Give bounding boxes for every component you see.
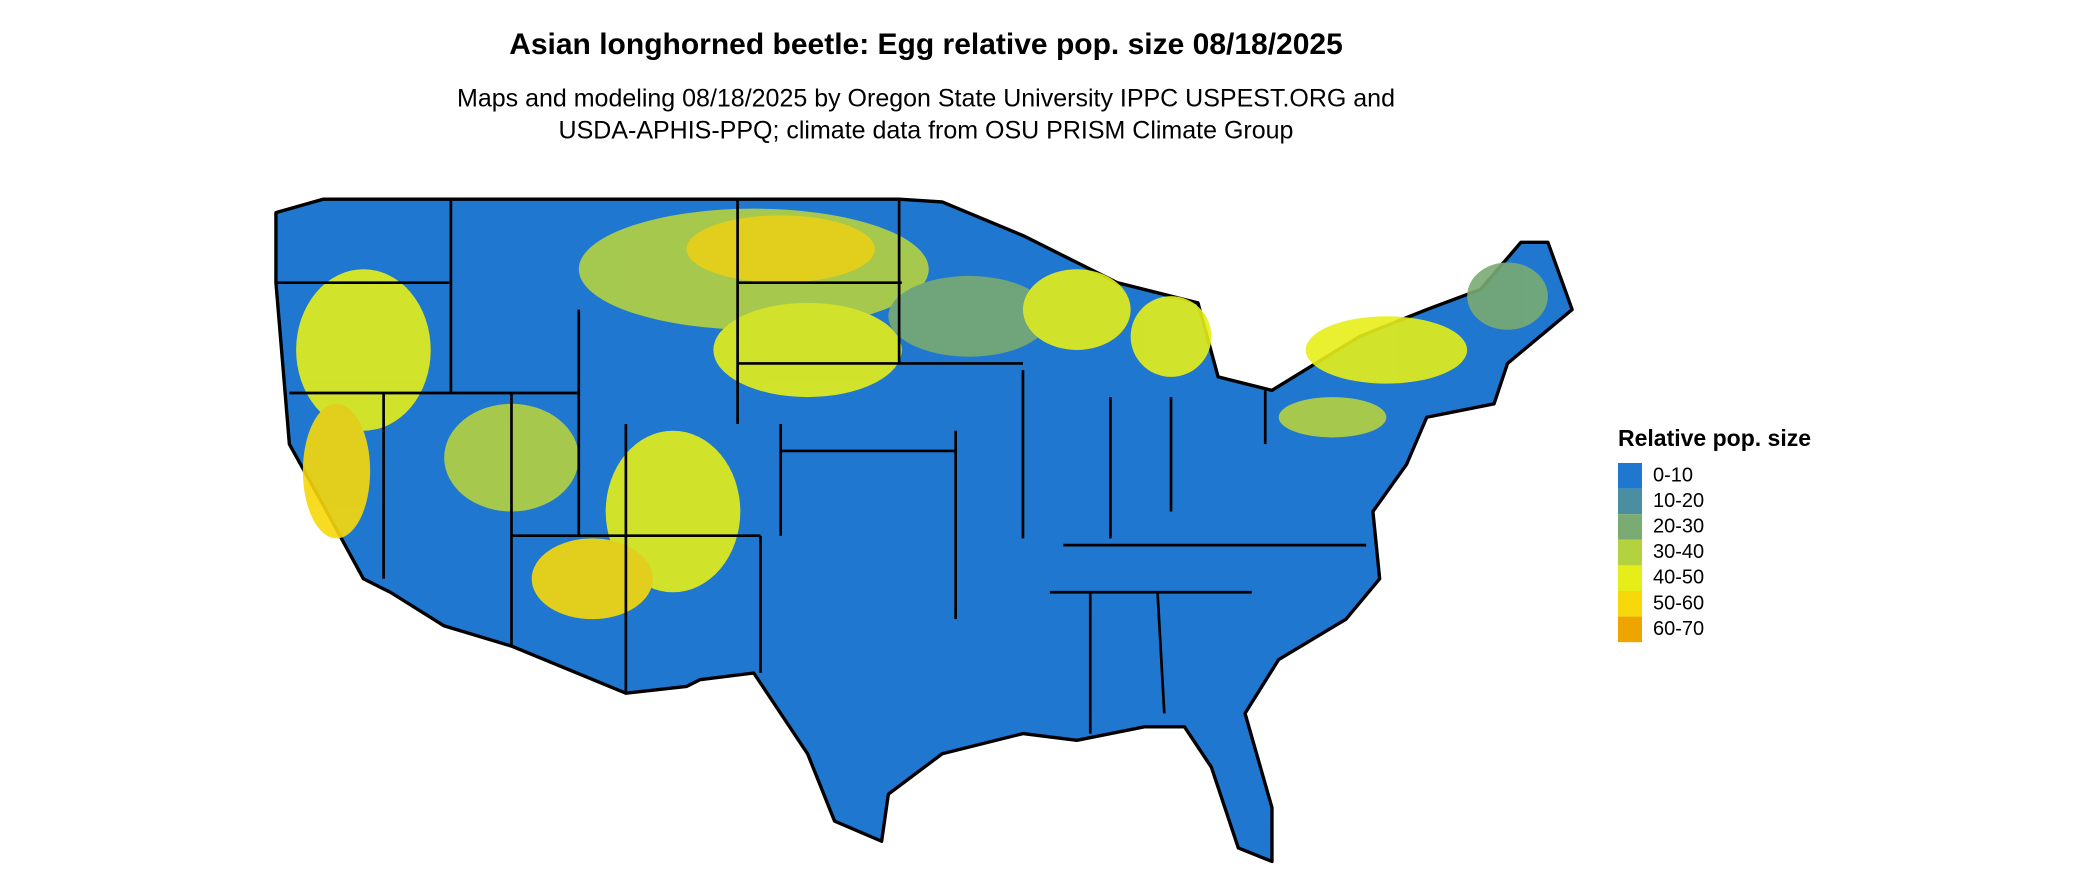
zone [888,275,1050,357]
map-title: Asian longhorned beetle: Egg relative po… [509,28,1343,61]
legend-swatch [1618,514,1642,540]
zone [1022,269,1131,350]
legend-label: 0-10 [1653,464,1693,486]
legend-label: 20-30 [1653,515,1704,537]
zone [605,430,741,593]
population-zones [296,208,1548,620]
zone [1278,397,1387,438]
legend-swatch [1618,616,1642,643]
legend-swatch [1618,488,1642,515]
zone [531,538,653,620]
legend-label: 10-20 [1653,490,1704,512]
zone [1467,262,1548,330]
legend-swatch [1618,463,1642,489]
zone [713,302,902,398]
zone [1130,296,1212,377]
map-subtitle: USDA-APHIS-PPQ; climate data from OSU PR… [559,117,1294,145]
zone [1305,316,1468,384]
legend-swatch [1618,539,1642,566]
us-outline [274,197,1574,864]
legend-label: 40-50 [1653,567,1704,589]
zone [686,215,875,283]
state-borders [275,199,1367,734]
zone [296,269,431,431]
legend-label: 60-70 [1653,618,1704,640]
map-subtitle: Maps and modeling 08/18/2025 by Oregon S… [457,85,1395,113]
legend-title: Relative pop. size [1618,425,1811,451]
legend-label: 30-40 [1653,541,1704,563]
legend-label: 50-60 [1653,592,1704,614]
us-map [274,197,1574,864]
legend-swatch [1618,591,1642,617]
zone [302,403,371,539]
legend-swatch [1618,565,1642,591]
